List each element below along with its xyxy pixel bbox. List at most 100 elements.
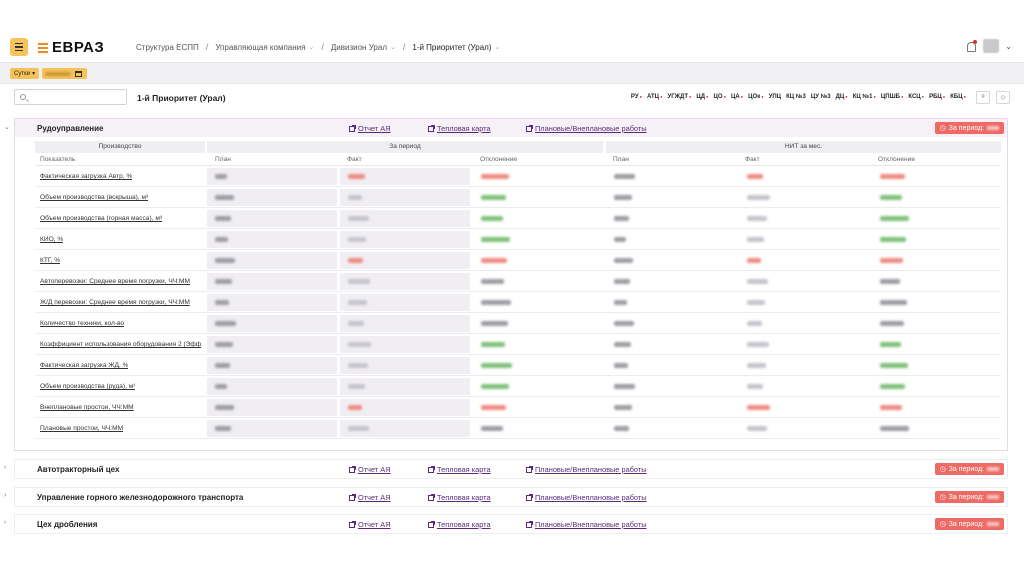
indicator-link[interactable]: Автоперевозки: Среднее время погрузки, Ч… bbox=[40, 278, 190, 285]
report-link[interactable]: Отчет АЯ bbox=[349, 520, 391, 529]
chevron-down-icon[interactable]: ⌄ bbox=[1005, 41, 1012, 51]
chevron-down-icon[interactable]: ⌄ bbox=[308, 44, 315, 51]
table-row: Автоперевозки: Среднее время погрузки, Ч… bbox=[35, 271, 1001, 292]
indicator-link[interactable]: Коэффициент использования оборудования 2… bbox=[40, 341, 202, 348]
table-group-header: Производство За период НИТ за мес. bbox=[35, 141, 1001, 154]
unit-tag[interactable]: ЦА bbox=[731, 94, 743, 100]
chevron-right-icon[interactable]: › bbox=[4, 464, 7, 471]
section-header[interactable]: ⌄ Рудоуправление Отчет АЯ Тепловая карта… bbox=[4, 119, 1007, 137]
value-redacted bbox=[481, 279, 504, 284]
cell-background bbox=[340, 231, 470, 248]
table-row: Количество техники, кол-во bbox=[35, 313, 1001, 334]
chevron-right-icon[interactable]: › bbox=[4, 492, 7, 499]
indicator-link[interactable]: Внеплановые простои, ЧЧ:ММ bbox=[40, 404, 134, 411]
unit-tag[interactable]: КЦ №1 bbox=[853, 94, 876, 100]
cell-background bbox=[340, 336, 470, 353]
clock-icon: ◷ bbox=[939, 521, 946, 528]
notification-icon[interactable] bbox=[965, 40, 978, 52]
period-badge[interactable]: ◷ За период: bbox=[934, 122, 1004, 134]
unit-tag[interactable]: УПЦ bbox=[768, 94, 782, 100]
indicator-link[interactable]: Фактическая загрузка Автр, % bbox=[40, 173, 133, 180]
value-redacted bbox=[481, 321, 508, 326]
indicator-link[interactable]: Плановые простои, ЧЧ:ММ bbox=[40, 425, 124, 432]
unit-tag[interactable]: ДЦ bbox=[836, 94, 848, 100]
works-link[interactable]: Плановые/Внеплановые работы bbox=[526, 124, 647, 133]
breadcrumb-item-structure[interactable]: Структура ЕСПП bbox=[136, 42, 199, 52]
table-row: Объем производства (вскрыша), м³ bbox=[35, 187, 1001, 208]
chevron-down-icon[interactable]: ⌄ bbox=[494, 44, 501, 51]
indicator-link[interactable]: Фактическая загрузка ЖД, % bbox=[40, 362, 129, 369]
search-input[interactable] bbox=[14, 89, 127, 105]
unit-tag[interactable]: КЦ №3 bbox=[786, 94, 806, 100]
col-fact-month: Факт bbox=[745, 156, 760, 163]
unit-tag[interactable]: ЦУ №3 bbox=[810, 94, 831, 100]
indicator-link[interactable]: Ж/Д перевозки: Среднее время погрузки, Ч… bbox=[40, 299, 190, 306]
section-header[interactable]: › Управление горного железнодорожного тр… bbox=[4, 488, 1007, 506]
breadcrumb-item-current[interactable]: 1-й Приоритет (Урал) bbox=[412, 42, 492, 52]
value-redacted bbox=[348, 195, 362, 200]
works-link[interactable]: Плановые/Внеплановые работы bbox=[526, 493, 647, 502]
value-redacted bbox=[348, 174, 365, 179]
breadcrumb-separator: / bbox=[321, 42, 324, 52]
breadcrumb-item-division[interactable]: Дивизион Урал bbox=[330, 42, 387, 52]
period-badge[interactable]: ◷ За период: bbox=[934, 491, 1004, 503]
value-redacted bbox=[215, 426, 231, 431]
period-badge[interactable]: ◷ За период: bbox=[934, 463, 1004, 475]
chevron-down-icon[interactable]: ⌄ bbox=[4, 124, 10, 131]
heatmap-link[interactable]: Тепловая карта bbox=[428, 465, 491, 474]
value-redacted bbox=[614, 363, 628, 368]
section-header[interactable]: › Цех дробления Отчет АЯ Тепловая карта … bbox=[4, 515, 1007, 533]
cell-background bbox=[340, 378, 470, 395]
indicator-link[interactable]: КИО, % bbox=[40, 236, 64, 243]
works-link[interactable]: Плановые/Внеплановые работы bbox=[526, 465, 647, 474]
unit-tag[interactable]: АТЦ bbox=[647, 94, 663, 100]
table-body: Фактическая загрузка Автр, % Объем произв… bbox=[35, 166, 1001, 439]
heatmap-link[interactable]: Тепловая карта bbox=[428, 124, 491, 133]
unit-tag[interactable]: ЦД bbox=[696, 94, 708, 100]
section-header[interactable]: › Автотракторный цех Отчет АЯ Тепловая к… bbox=[4, 460, 1007, 478]
tag-icon[interactable]: ◇ bbox=[996, 91, 1010, 104]
heatmap-link[interactable]: Тепловая карта bbox=[428, 493, 491, 502]
filter-icon[interactable]: ⍟ bbox=[976, 91, 990, 104]
heatmap-link[interactable]: Тепловая карта bbox=[428, 520, 491, 529]
value-redacted bbox=[747, 342, 769, 347]
indicator-link[interactable]: Объем производства (вскрыша), м³ bbox=[40, 194, 149, 201]
cell-background bbox=[207, 294, 337, 311]
report-link[interactable]: Отчет АЯ bbox=[349, 465, 391, 474]
unit-tag[interactable]: УГЖДТ bbox=[668, 94, 692, 100]
indicator-link[interactable]: Объем производства (руда), м³ bbox=[40, 383, 136, 390]
value-redacted bbox=[481, 216, 503, 221]
indicator-link[interactable]: Количество техники, кол-во bbox=[40, 320, 125, 327]
logo[interactable]: ЕВРАЗ bbox=[38, 39, 104, 56]
unit-tag[interactable]: ЦПШБ bbox=[881, 94, 903, 100]
report-link[interactable]: Отчет АЯ bbox=[349, 493, 391, 502]
breadcrumb-item-company[interactable]: Управляющая компания bbox=[215, 42, 306, 52]
unit-tag[interactable]: РБЦ bbox=[929, 94, 945, 100]
value-redacted bbox=[880, 300, 907, 305]
works-link[interactable]: Плановые/Внеплановые работы bbox=[526, 520, 647, 529]
period-badge-value-redacted bbox=[987, 126, 999, 130]
unit-tag[interactable]: КБЦ bbox=[950, 94, 966, 100]
clock-icon: ◷ bbox=[939, 125, 946, 132]
menu-icon[interactable] bbox=[10, 38, 28, 56]
external-link-icon bbox=[526, 465, 533, 473]
value-redacted bbox=[215, 405, 234, 410]
indicator-link[interactable]: КТГ, % bbox=[40, 257, 61, 264]
cell-background bbox=[207, 336, 337, 353]
period-badge-label: За период: bbox=[948, 520, 984, 528]
chevron-down-icon[interactable]: ⌄ bbox=[389, 44, 396, 51]
value-redacted bbox=[481, 384, 509, 389]
unit-tag[interactable]: РУ bbox=[631, 94, 642, 100]
avatar[interactable] bbox=[983, 39, 1000, 53]
report-link[interactable]: Отчет АЯ bbox=[349, 124, 391, 133]
chevron-right-icon[interactable]: › bbox=[4, 519, 7, 526]
unit-tag[interactable]: ЦО bbox=[714, 94, 726, 100]
unit-tag[interactable]: КСЦ bbox=[908, 94, 924, 100]
period-badge[interactable]: ◷ За период: bbox=[934, 518, 1004, 530]
value-redacted bbox=[614, 195, 632, 200]
unit-tag[interactable]: ЦОк bbox=[748, 94, 763, 100]
period-select[interactable]: Сутки ▾ bbox=[10, 68, 40, 79]
indicator-link[interactable]: Объем производства (горная масса), м³ bbox=[40, 215, 163, 222]
date-picker[interactable] bbox=[42, 68, 87, 79]
cell-background bbox=[207, 189, 337, 206]
